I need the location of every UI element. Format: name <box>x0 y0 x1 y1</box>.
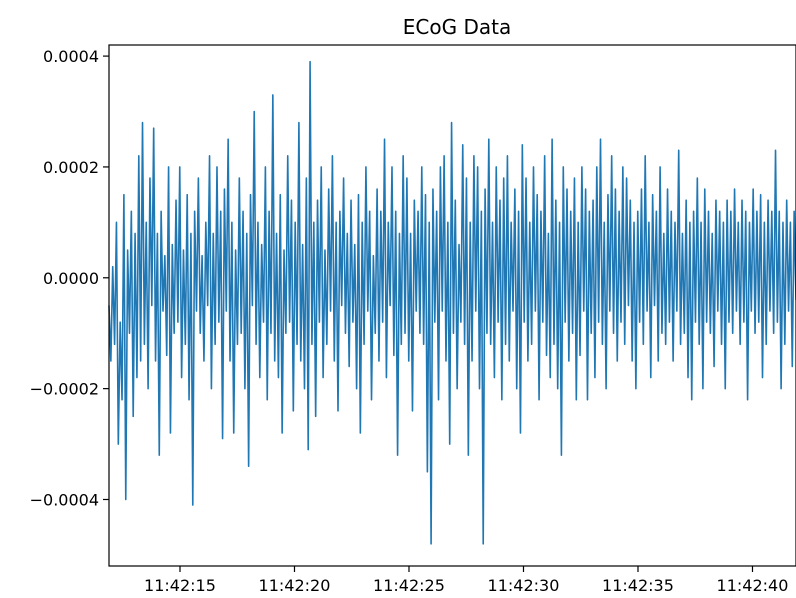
y-tick-label: 0.0000 <box>43 269 99 288</box>
y-tick-label: −0.0004 <box>30 490 99 509</box>
x-tick-label: 11:42:30 <box>488 576 560 595</box>
x-tick-label: 11:42:15 <box>144 576 216 595</box>
plot-frame <box>108 44 796 567</box>
y-tick-label: −0.0002 <box>30 380 99 399</box>
x-tick-label: 11:42:35 <box>602 576 674 595</box>
series-line <box>108 60 796 545</box>
plot-area <box>108 60 796 545</box>
x-axis: 11:42:15 11:42:20 11:42:25 11:42:30 11:42:35… <box>144 566 788 595</box>
y-axis: 0.0004 0.0002 0.0000 −0.0002 −0.0004 <box>30 47 109 509</box>
x-tick-label: 11:42:40 <box>717 576 789 595</box>
x-tick-label: 11:42:20 <box>259 576 331 595</box>
chart-title: ECoG Data <box>403 15 511 39</box>
y-tick-label: 0.0004 <box>43 47 99 66</box>
x-tick-label: 11:42:25 <box>373 576 445 595</box>
y-tick-label: 0.0002 <box>43 158 99 177</box>
